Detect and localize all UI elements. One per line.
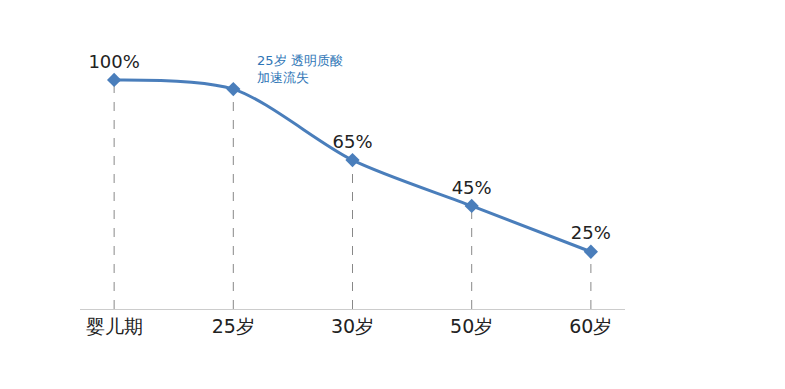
svg-text:60岁: 60岁 <box>569 315 612 337</box>
svg-text:25%: 25% <box>571 222 611 243</box>
svg-text:65%: 65% <box>332 131 372 152</box>
svg-text:25岁 透明质酸加速流失: 25岁 透明质酸加速流失 <box>257 53 343 85</box>
svg-text:45%: 45% <box>452 177 492 198</box>
svg-text:婴儿期: 婴儿期 <box>86 315 143 337</box>
svg-text:50岁: 50岁 <box>450 315 493 337</box>
svg-text:30岁: 30岁 <box>331 315 374 337</box>
svg-text:100%: 100% <box>88 51 139 72</box>
svg-text:25岁: 25岁 <box>212 315 255 337</box>
